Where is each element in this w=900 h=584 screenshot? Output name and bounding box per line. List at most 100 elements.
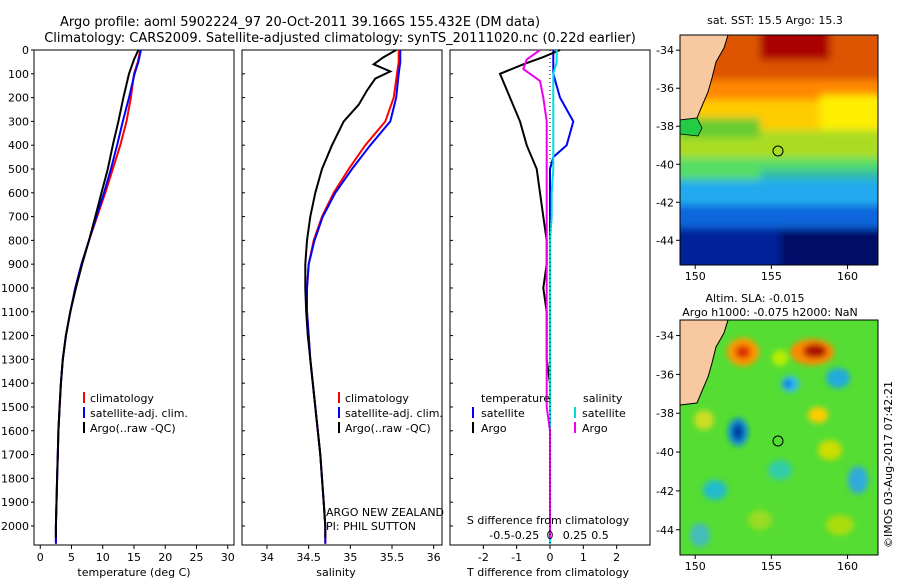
sla-map-title-line-1: Altim. SLA: -0.015: [705, 292, 804, 305]
map-y-tick-label: -34: [656, 44, 674, 57]
x-tick-label: 34: [260, 551, 274, 564]
map-y-tick-label: -38: [656, 120, 674, 133]
depth-tick-label: 700: [8, 211, 29, 224]
map-y-tick-label: -42: [656, 196, 674, 209]
salinity-plot: 34 34.5 35 35.5 36: [260, 49, 441, 564]
title-line-2: Climatology: CARS2009. Satellite-adjuste…: [44, 31, 636, 46]
legend-title-salinity: salinity: [583, 392, 623, 405]
map-y-tick-label: -36: [656, 368, 674, 381]
sst-map: [680, 35, 878, 265]
depth-tick-label: 0: [22, 44, 29, 57]
difference-plot: -2 -1 0 1 2 -0.5 -0.25 0 0.25 0.5: [478, 49, 620, 564]
map-y-tick-label: -40: [656, 446, 674, 459]
x-tick-label: 5: [68, 551, 75, 564]
sst-map-axes: 150 155 160 -34 -36 -38 -40 -42 -44: [656, 44, 858, 283]
t-diff-xlabel: T difference from climatology: [466, 566, 629, 579]
depth-tick-label: 800: [8, 234, 29, 247]
series-line-s-argo: [522, 49, 551, 538]
temperature-legend: climatology satellite-adj. clim. Argo(..…: [83, 392, 188, 435]
map-y-tick-label: -34: [656, 330, 674, 343]
argo-position-marker: [772, 145, 784, 157]
map-y-tick-label: -40: [656, 158, 674, 171]
legend-label-climatology: climatology: [345, 392, 409, 405]
depth-tick-label: 2000: [1, 520, 29, 533]
depth-tick-label: 1800: [1, 472, 29, 485]
salinity-plot-frame: [241, 49, 443, 546]
x-tick-label: 2: [613, 551, 620, 564]
series-line-satellite-adj-clim-: [54, 49, 142, 544]
depth-tick-label: 1400: [1, 377, 29, 390]
legend-label-t-argo: Argo: [481, 422, 507, 435]
depth-tick-label: 900: [8, 258, 29, 271]
x-tick-label: 36: [427, 551, 441, 564]
legend-label-argo: Argo(..raw -QC): [90, 422, 176, 435]
legend-label-climatology: climatology: [90, 392, 154, 405]
map-y-tick-label: -44: [656, 524, 674, 537]
depth-tick-label: 1300: [1, 353, 29, 366]
title-line-1: Argo profile: aoml 5902224_97 20-Oct-201…: [60, 15, 540, 30]
temperature-plot-frame: [33, 49, 235, 546]
legend-label-argo: Argo(..raw -QC): [345, 422, 431, 435]
x-tick-label: 30: [221, 551, 235, 564]
legend-label-s-satellite: satellite: [582, 407, 626, 420]
legend-label-s-argo: Argo: [582, 422, 608, 435]
depth-axis: 0 100 200 300 400 500 600 700 800 900 1000 1100 1200…: [1, 44, 453, 533]
x-tick-label: 25: [190, 551, 204, 564]
legend-label-satellite: satellite-adj. clim.: [345, 407, 443, 420]
sla-map-axes: 150 155 160 -34 -36 -38 -40 -42 -44: [656, 330, 858, 573]
s-diff-tick-label: 0.25: [563, 529, 588, 542]
map-y-tick-label: -38: [656, 407, 674, 420]
coastal-shelf: [680, 117, 703, 137]
depth-tick-label: 100: [8, 68, 29, 81]
s-diff-tick-label: -0.25: [511, 529, 539, 542]
x-tick-label: -2: [478, 551, 489, 564]
salinity-xlabel: salinity: [316, 566, 356, 579]
s-diff-xlabel: S difference from climatology: [467, 514, 630, 527]
argo-position-marker: [772, 435, 784, 447]
map-x-tick-label: 155: [761, 270, 782, 283]
annotation-pi: PI: PHIL SUTTON: [326, 520, 416, 533]
sst-map-title: sat. SST: 15.5 Argo: 15.3: [707, 14, 843, 27]
salinity-legend: climatology satellite-adj. clim. Argo(..…: [338, 392, 443, 435]
temperature-xlabel: temperature (deg C): [77, 566, 190, 579]
legend-label-satellite: satellite-adj. clim.: [90, 407, 188, 420]
x-tick-label: 34.5: [296, 551, 321, 564]
x-tick-label: 15: [127, 551, 141, 564]
depth-tick-label: 1700: [1, 449, 29, 462]
sla-map: [680, 320, 878, 555]
depth-tick-label: 1000: [1, 282, 29, 295]
map-x-tick-label: 150: [685, 270, 706, 283]
depth-tick-label: 1600: [1, 425, 29, 438]
map-x-tick-label: 160: [837, 270, 858, 283]
map-x-tick-label: 150: [685, 560, 706, 573]
sst-map-frame: [679, 34, 879, 266]
credit-text: ©IMOS 03-Aug-2017 07:42:21: [882, 381, 895, 548]
series-line-argo-raw-qc-: [54, 49, 140, 538]
series-line-s-satellite: [549, 50, 558, 544]
s-diff-tick-label: -0.5: [489, 529, 510, 542]
x-tick-label: 35.5: [380, 551, 405, 564]
map-y-tick-label: -36: [656, 82, 674, 95]
depth-tick-label: 1900: [1, 496, 29, 509]
depth-tick-label: 300: [8, 115, 29, 128]
depth-tick-label: 500: [8, 163, 29, 176]
land: [680, 320, 729, 406]
depth-tick-label: 1200: [1, 330, 29, 343]
sla-map-title-line-2: Argo h1000: -0.075 h2000: NaN: [682, 306, 858, 319]
map-y-tick-label: -44: [656, 234, 674, 247]
temperature-plot: 0 5 10 15 20 25 30: [37, 49, 235, 564]
annotation-argo-nz: ARGO NEW ZEALAND: [326, 506, 444, 519]
legend-label-t-satellite: satellite: [481, 407, 525, 420]
depth-tick-label: 200: [8, 92, 29, 105]
depth-tick-label: 1100: [1, 306, 29, 319]
legend-title-temperature: temperature: [481, 392, 550, 405]
s-diff-tick-label: 0.5: [591, 529, 609, 542]
s-diff-tick-label: 0: [547, 529, 554, 542]
depth-tick-label: 400: [8, 139, 29, 152]
map-x-tick-label: 155: [761, 560, 782, 573]
series-line-climatology: [54, 49, 142, 544]
x-tick-label: 35: [343, 551, 357, 564]
map-y-tick-label: -42: [656, 485, 674, 498]
x-tick-label: 10: [96, 551, 110, 564]
